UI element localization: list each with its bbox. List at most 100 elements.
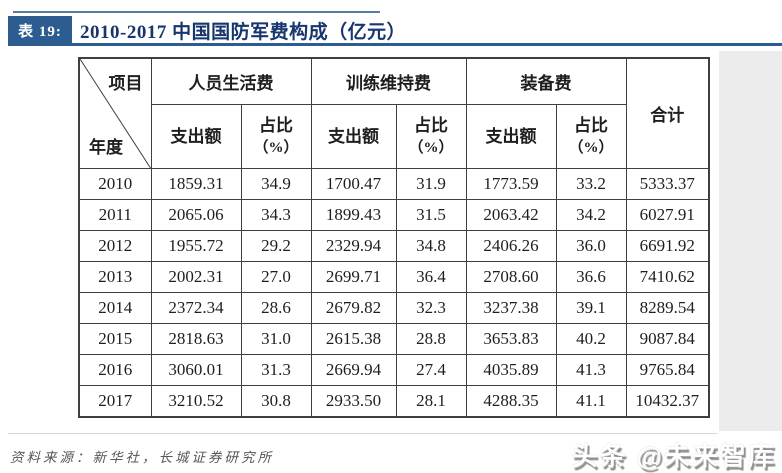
value-cell: 2708.60 [465,261,557,293]
table-row: 2014 2372.34 28.6 2679.82 32.3 3237.38 39.1 828… [78,292,710,324]
value-cell: 36.4 [395,261,467,293]
total-header: 合计 [625,57,710,169]
year-cell: 2010 [78,168,152,200]
corner-label-item: 项目 [108,74,143,93]
value-cell: 41.1 [555,385,627,418]
value-cell: 2406.26 [465,230,557,262]
value-cell: 34.8 [395,230,467,262]
value-cell: 34.9 [240,168,312,200]
value-cell: 2329.94 [310,230,397,262]
table-label: 表 19: [18,23,62,40]
page-margin-strip [719,51,782,431]
table-title: 2010-2017 中国国防军费构成（亿元） [80,22,407,43]
value-cell: 2933.50 [310,385,397,418]
sub-header-amount: 支出额 [465,104,557,169]
sub-header-share: 占比 （%） [395,104,467,169]
image-bottom-edge [8,433,718,434]
source-note: 资料来源：新华社，长城证券研究所 [10,450,274,465]
value-cell: 27.0 [240,261,312,293]
value-cell: 39.1 [555,292,627,324]
value-cell: 34.2 [555,199,627,231]
table-header: 项目 年度 人员生活费 训练维持费 装备费 合计 支出额 占比 （%） 支出额 占… [78,57,710,169]
value-cell: 2063.42 [465,199,557,231]
table-row: 2015 2818.63 31.0 2615.38 28.8 3653.83 40.2 908… [78,323,710,355]
value-cell: 28.8 [395,323,467,355]
diagonal-divider-line [80,59,151,168]
value-cell: 2002.31 [150,261,242,293]
value-cell: 27.4 [395,354,467,386]
table-row: 2011 2065.06 34.3 1899.43 31.5 2063.42 34.2 602… [78,199,710,231]
year-cell: 2016 [78,354,152,386]
sub-header-amount: 支出额 [310,104,397,169]
value-cell: 34.3 [240,199,312,231]
value-cell: 36.6 [555,261,627,293]
value-cell: 3210.52 [150,385,242,418]
value-cell: 29.2 [240,230,312,262]
value-cell: 7410.62 [625,261,710,293]
year-cell: 2013 [78,261,152,293]
year-cell: 2014 [78,292,152,324]
value-cell: 28.1 [395,385,467,418]
table-body: 2010 1859.31 34.9 1700.47 31.9 1773.59 33.2 533… [78,168,710,418]
value-cell: 9765.84 [625,354,710,386]
value-cell: 31.0 [240,323,312,355]
year-cell: 2011 [78,199,152,231]
sub-header-row: 支出额 占比 （%） 支出额 占比 （%） 支出额 占比 （%） [79,104,709,169]
value-cell: 2699.71 [310,261,397,293]
value-cell: 31.5 [395,199,467,231]
defense-budget-table: 项目 年度 人员生活费 训练维持费 装备费 合计 支出额 占比 （%） 支出额 占… [78,57,710,418]
value-cell: 32.3 [395,292,467,324]
table-label-box: 表 19: [8,16,72,44]
value-cell: 36.0 [555,230,627,262]
value-cell: 4035.89 [465,354,557,386]
value-cell: 28.6 [240,292,312,324]
value-cell: 41.3 [555,354,627,386]
value-cell: 40.2 [555,323,627,355]
table-row: 2016 3060.01 31.3 2669.94 27.4 4035.89 41.3 976… [78,354,710,386]
year-cell: 2012 [78,230,152,262]
watermark: 头条 @未来智库 [571,441,776,471]
value-cell: 31.9 [395,168,467,200]
value-cell: 8289.54 [625,292,710,324]
value-cell: 2372.34 [150,292,242,324]
title-underline-rule [8,43,782,46]
value-cell: 1700.47 [310,168,397,200]
value-cell: 2818.63 [150,323,242,355]
value-cell: 2615.38 [310,323,397,355]
group-header-training: 训练维持费 [310,57,467,105]
top-rule [13,11,380,13]
value-cell: 1773.59 [465,168,557,200]
value-cell: 1859.31 [150,168,242,200]
table-row: 2017 3210.52 30.8 2933.50 28.1 4288.35 41.1 104… [78,385,710,418]
sub-header-share: 占比 （%） [555,104,627,169]
year-cell: 2017 [78,385,152,418]
table-row: 2010 1859.31 34.9 1700.47 31.9 1773.59 33.2 533… [78,168,710,200]
value-cell: 10432.37 [625,385,710,418]
group-header-row: 项目 年度 人员生活费 训练维持费 装备费 合计 [78,57,710,169]
value-cell: 1955.72 [150,230,242,262]
value-cell: 3653.83 [465,323,557,355]
table-row: 2013 2002.31 27.0 2699.71 36.4 2708.60 36.6 741… [78,261,710,293]
value-cell: 2669.94 [310,354,397,386]
value-cell: 2065.06 [150,199,242,231]
value-cell: 2679.82 [310,292,397,324]
value-cell: 30.8 [240,385,312,418]
value-cell: 1899.43 [310,199,397,231]
sub-header-share: 占比 （%） [240,104,312,169]
value-cell: 3060.01 [150,354,242,386]
group-header-equipment: 装备费 [465,57,627,105]
corner-label-year: 年度 [89,138,123,157]
value-cell: 5333.37 [625,168,710,200]
value-cell: 4288.35 [465,385,557,418]
value-cell: 9087.84 [625,323,710,355]
value-cell: 6027.91 [625,199,710,231]
value-cell: 33.2 [555,168,627,200]
value-cell: 6691.92 [625,230,710,262]
table-row: 2012 1955.72 29.2 2329.94 34.8 2406.26 36.0 669… [78,230,710,262]
value-cell: 31.3 [240,354,312,386]
value-cell: 3237.38 [465,292,557,324]
sub-header-amount: 支出额 [150,104,242,169]
year-cell: 2015 [78,323,152,355]
corner-cell: 项目 年度 [78,57,152,169]
